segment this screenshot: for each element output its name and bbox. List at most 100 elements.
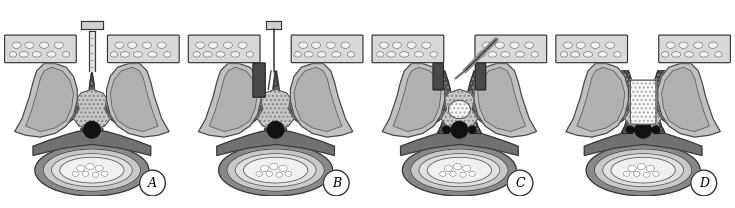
Ellipse shape	[203, 52, 212, 57]
Polygon shape	[209, 67, 257, 132]
Polygon shape	[107, 64, 169, 137]
Circle shape	[323, 170, 349, 196]
Ellipse shape	[238, 42, 247, 48]
Ellipse shape	[400, 52, 409, 57]
Polygon shape	[625, 89, 662, 130]
Ellipse shape	[279, 165, 287, 172]
Ellipse shape	[304, 52, 313, 57]
Ellipse shape	[699, 52, 709, 57]
Ellipse shape	[209, 42, 218, 48]
Ellipse shape	[488, 52, 497, 57]
Ellipse shape	[376, 52, 384, 57]
Polygon shape	[472, 93, 507, 130]
Ellipse shape	[637, 163, 645, 170]
Polygon shape	[658, 64, 720, 137]
Ellipse shape	[12, 42, 21, 48]
Polygon shape	[257, 89, 294, 130]
Polygon shape	[656, 93, 691, 130]
Ellipse shape	[662, 52, 669, 57]
FancyBboxPatch shape	[107, 35, 179, 63]
Ellipse shape	[54, 42, 63, 48]
Circle shape	[84, 121, 100, 138]
FancyBboxPatch shape	[372, 35, 444, 63]
Ellipse shape	[379, 42, 389, 48]
Ellipse shape	[644, 172, 650, 177]
Ellipse shape	[285, 171, 292, 176]
Ellipse shape	[60, 157, 124, 183]
Ellipse shape	[148, 52, 157, 57]
Polygon shape	[566, 64, 628, 137]
Ellipse shape	[684, 52, 694, 57]
Circle shape	[691, 170, 717, 196]
Ellipse shape	[531, 52, 538, 57]
Ellipse shape	[422, 42, 431, 48]
FancyBboxPatch shape	[188, 35, 260, 63]
Circle shape	[442, 126, 450, 133]
Ellipse shape	[419, 154, 500, 187]
Ellipse shape	[347, 52, 355, 57]
Ellipse shape	[694, 42, 703, 48]
Circle shape	[451, 121, 467, 138]
Ellipse shape	[525, 42, 534, 48]
Ellipse shape	[403, 144, 517, 196]
FancyBboxPatch shape	[556, 35, 628, 63]
Ellipse shape	[453, 163, 462, 170]
Ellipse shape	[101, 171, 108, 176]
Ellipse shape	[591, 42, 600, 48]
Ellipse shape	[121, 52, 129, 57]
Ellipse shape	[444, 165, 453, 172]
Polygon shape	[474, 64, 537, 137]
Ellipse shape	[9, 52, 16, 57]
Ellipse shape	[219, 144, 332, 196]
Polygon shape	[33, 130, 151, 155]
Polygon shape	[393, 67, 441, 132]
Ellipse shape	[260, 165, 269, 172]
Ellipse shape	[62, 52, 70, 57]
Ellipse shape	[515, 52, 525, 57]
Polygon shape	[15, 64, 77, 137]
FancyBboxPatch shape	[4, 35, 76, 63]
Ellipse shape	[628, 165, 637, 172]
Polygon shape	[441, 89, 478, 130]
Polygon shape	[44, 93, 79, 130]
Ellipse shape	[598, 52, 607, 57]
Ellipse shape	[709, 42, 717, 48]
FancyBboxPatch shape	[253, 63, 265, 97]
Ellipse shape	[196, 42, 205, 48]
Ellipse shape	[634, 171, 640, 176]
Circle shape	[635, 121, 651, 138]
Polygon shape	[110, 67, 158, 132]
Ellipse shape	[469, 171, 476, 176]
Ellipse shape	[246, 52, 254, 57]
Ellipse shape	[133, 52, 143, 57]
Ellipse shape	[294, 52, 301, 57]
Polygon shape	[595, 93, 631, 130]
Ellipse shape	[415, 52, 423, 57]
Ellipse shape	[560, 52, 567, 57]
Ellipse shape	[276, 172, 282, 177]
Ellipse shape	[672, 52, 681, 57]
Ellipse shape	[298, 42, 308, 48]
Polygon shape	[81, 71, 103, 135]
Ellipse shape	[95, 165, 104, 172]
Ellipse shape	[448, 100, 470, 119]
Polygon shape	[437, 71, 453, 133]
Polygon shape	[662, 67, 709, 132]
Ellipse shape	[611, 157, 675, 183]
Ellipse shape	[193, 52, 200, 57]
Ellipse shape	[614, 52, 621, 57]
Ellipse shape	[603, 154, 684, 187]
Ellipse shape	[110, 52, 118, 57]
Ellipse shape	[216, 52, 225, 57]
Ellipse shape	[576, 42, 585, 48]
Ellipse shape	[157, 42, 166, 48]
Ellipse shape	[407, 42, 416, 48]
Text: A: A	[148, 177, 157, 189]
Ellipse shape	[714, 52, 722, 57]
Polygon shape	[401, 130, 518, 155]
Ellipse shape	[510, 42, 519, 48]
Polygon shape	[74, 89, 110, 130]
Circle shape	[140, 170, 165, 196]
Polygon shape	[265, 71, 287, 135]
Ellipse shape	[40, 42, 49, 48]
